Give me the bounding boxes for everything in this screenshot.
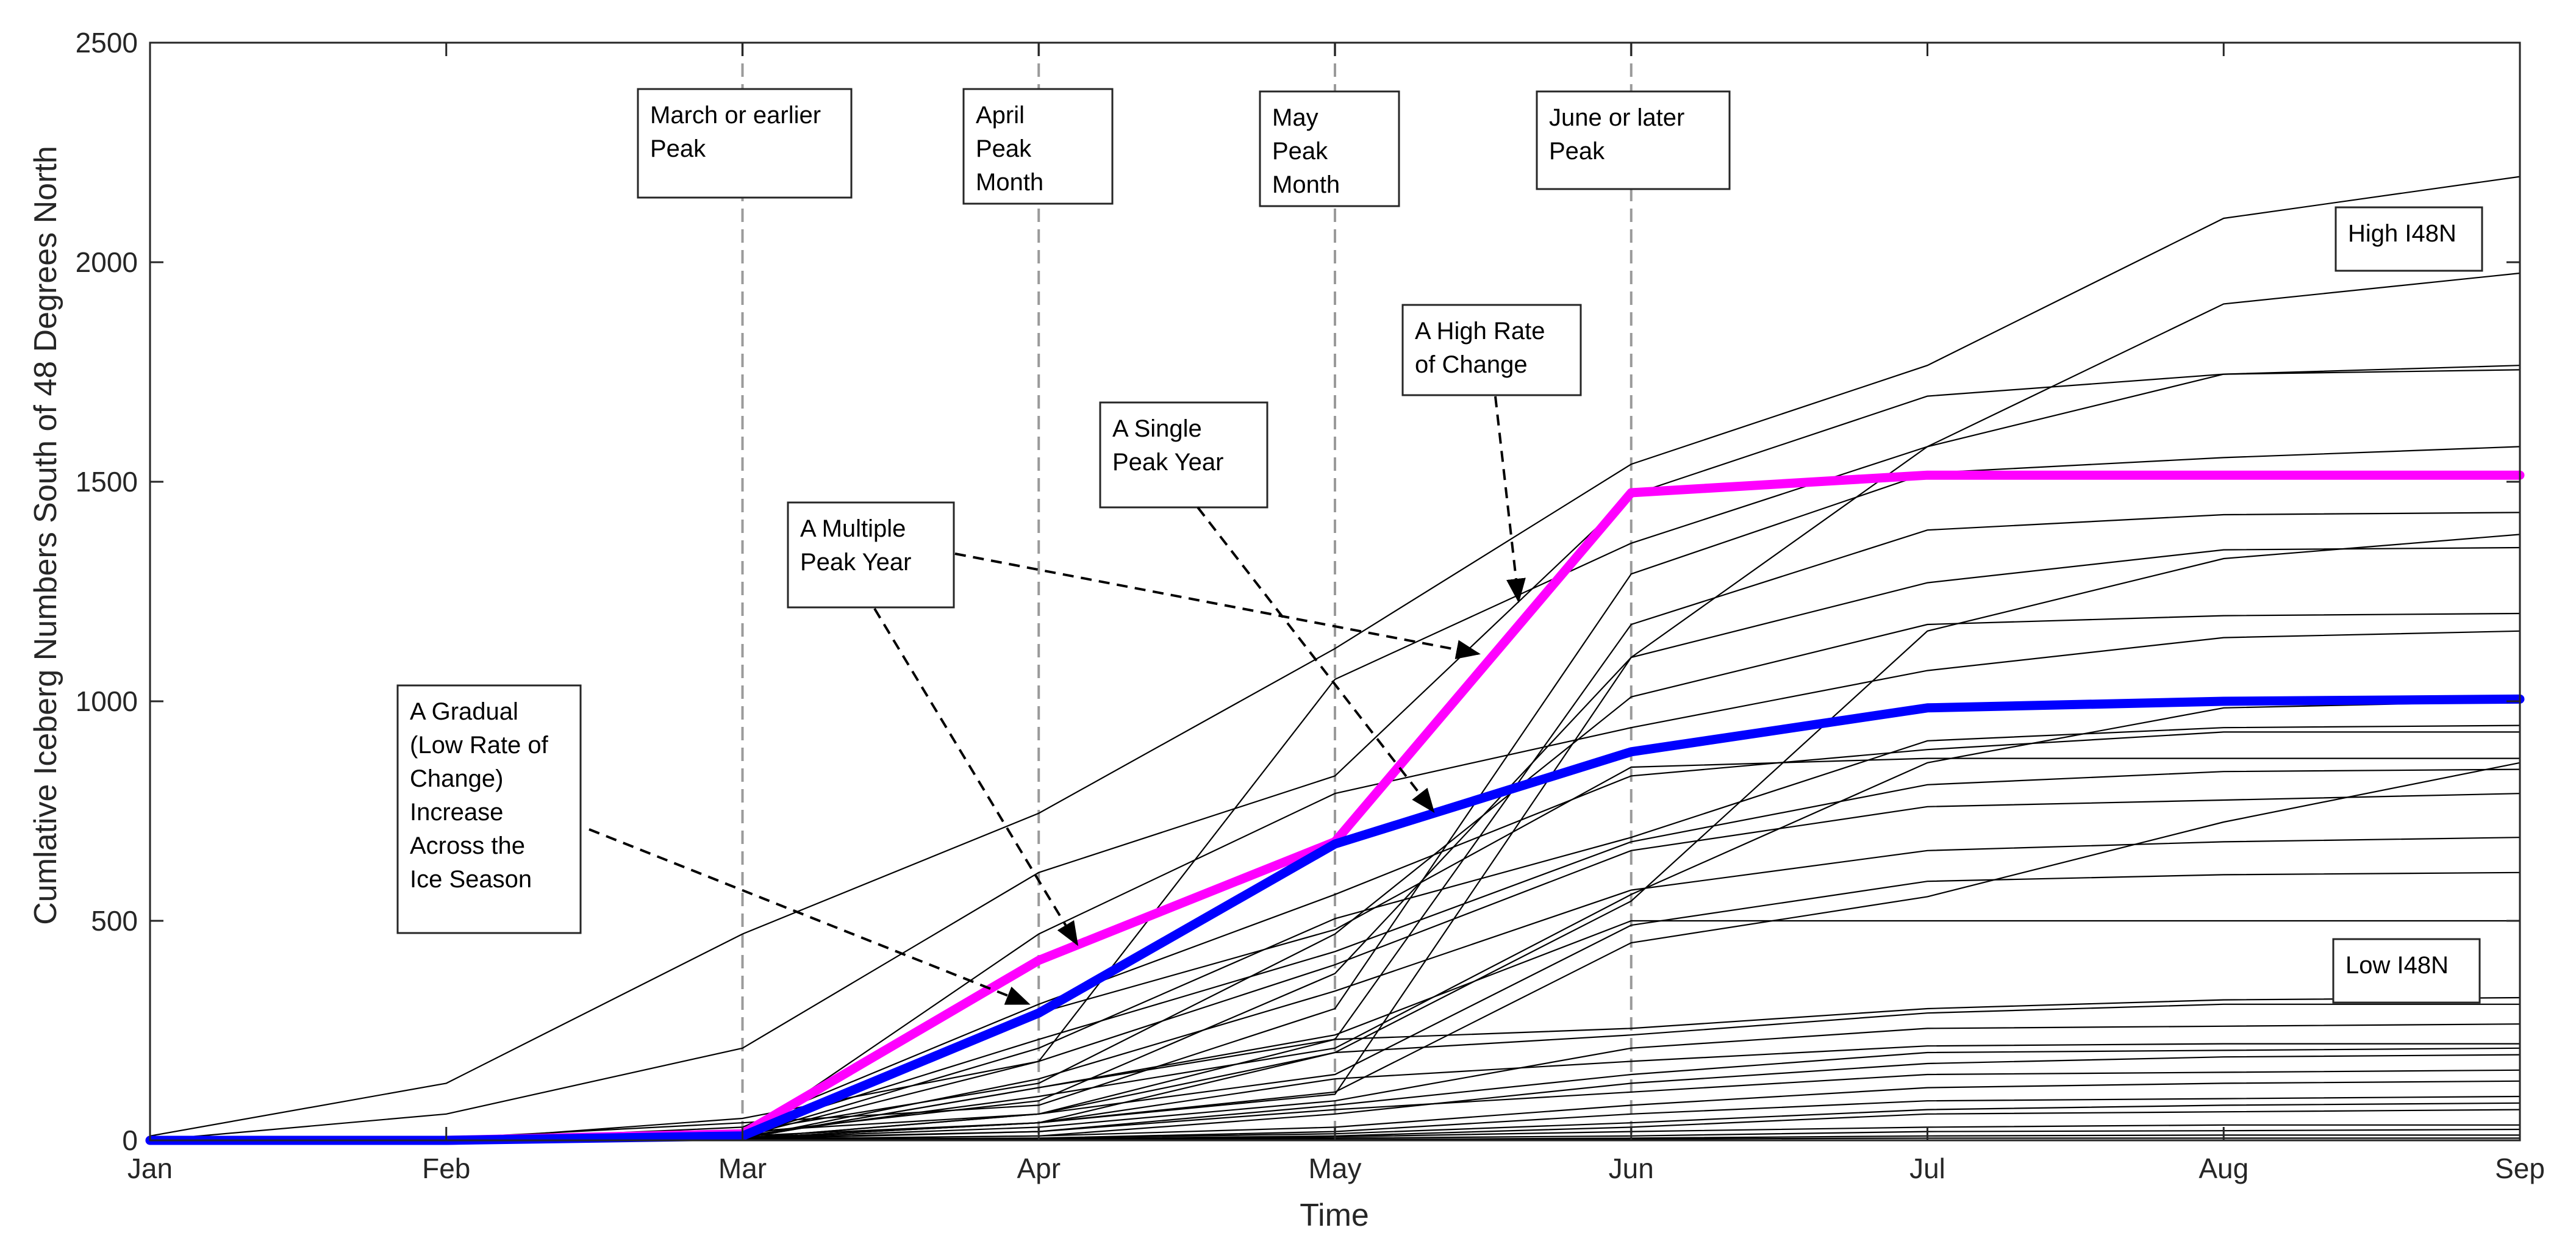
annotation-box-april-peak [962, 88, 1114, 205]
x-tick-label-mar: Mar [718, 1153, 767, 1184]
x-tick-label-jun: Jun [1609, 1153, 1654, 1184]
annotation-gradual: A Gradual (Low Rate of Change) Increase Acro… [396, 684, 1031, 1005]
x-tick-label-feb: Feb [422, 1153, 470, 1184]
annotation-text-april-peak-1: April [976, 102, 1025, 129]
series-line-4 [149, 446, 2521, 1142]
annotation-box-single-peak [1099, 401, 1268, 509]
annotation-box-high-rate [1401, 304, 1582, 396]
annotation-box-gradual [396, 684, 582, 934]
annotation-arrow-multiple-peak-2 [954, 552, 1481, 659]
annotation-march-peak: March or earlier Peak [637, 88, 853, 199]
annotation-box-high-i48n [2334, 206, 2483, 272]
annotation-arrow-multiple-peak-1 [873, 607, 1079, 946]
highlight-series [145, 470, 2525, 1145]
annotation-text-may-peak-2: Peak [1272, 138, 1328, 165]
x-tick-label-apr: Apr [1017, 1153, 1061, 1184]
annotation-text-multiple-peak-2: Peak Year [800, 549, 911, 576]
series-line-1 [149, 176, 2521, 1137]
y-tick-label-1000: 1000 [76, 685, 138, 717]
annotation-may-peak: May Peak Month [1259, 90, 1400, 207]
annotation-text-gradual-2: (Low Rate of [410, 732, 549, 759]
annotation-text-may-peak-1: May [1272, 104, 1318, 131]
annotation-text-low-i48n-1: Low I48N [2345, 952, 2449, 979]
annotation-single-peak: A Single Peak Year [1099, 401, 1435, 813]
annotation-text-june-peak-2: Peak [1549, 138, 1605, 165]
annotation-text-april-peak-2: Peak [976, 135, 1032, 162]
annotation-text-gradual-3: Change) [410, 765, 503, 792]
annotation-high-i48n: High I48N [2334, 206, 2483, 272]
annotation-june-peak: June or later Peak [1536, 90, 1731, 190]
annotation-box-march-peak [637, 88, 853, 199]
annotation-low-i48n: Low I48N [2332, 938, 2481, 1004]
annotation-text-march-peak-1: March or earlier [650, 102, 821, 129]
annotation-text-gradual-4: Increase [410, 799, 503, 826]
series-line-2 [149, 365, 2521, 1142]
annotation-text-gradual-6: Ice Season [410, 866, 532, 893]
x-tick-label-jan: Jan [127, 1153, 173, 1184]
annotation-arrow-high-rate-1 [1494, 396, 1526, 603]
x-tick-label-may: May [1309, 1153, 1362, 1184]
annotation-text-multiple-peak-1: A Multiple [800, 515, 906, 542]
annotation-text-single-peak-2: Peak Year [1112, 449, 1223, 476]
y-axis-title: Cumlative Iceberg Numbers South of 48 De… [28, 146, 63, 925]
annotation-text-single-peak-1: A Single [1112, 415, 1202, 442]
annotation-box-may-peak [1259, 90, 1400, 207]
annotation-text-may-peak-3: Month [1272, 171, 1340, 198]
annotation-text-high-rate-2: of Change [1415, 351, 1528, 378]
annotation-text-march-peak-2: Peak [650, 135, 706, 162]
annotation-april-peak: April Peak Month [962, 88, 1114, 205]
axes: Jan Feb Mar Apr May Jun Jul Aug Sep 0 500 1000 1500 2… [76, 27, 2545, 1184]
x-axis-title: Time [1300, 1198, 1369, 1233]
y-tick-label-0: 0 [122, 1124, 138, 1156]
y-tick-label-2000: 2000 [76, 246, 138, 278]
annotation-text-gradual-1: A Gradual [410, 698, 518, 725]
a-single-peak-year-line [145, 694, 2525, 1145]
annotation-text-june-peak-1: June or later [1549, 104, 1684, 131]
y-tick-label-1500: 1500 [76, 466, 138, 498]
annotation-multiple-peak: A Multiple Peak Year [787, 501, 1481, 946]
y-tick-label-500: 500 [91, 905, 138, 937]
annotation-text-high-i48n-1: High I48N [2348, 220, 2456, 247]
annotation-high-rate: A High Rate of Change [1401, 304, 1582, 603]
annotation-text-gradual-5: Across the [410, 832, 525, 859]
annotation-box-low-i48n [2332, 938, 2481, 1004]
annotation-box-multiple-peak [787, 501, 955, 609]
annotation-arrow-single-peak-1 [1197, 506, 1435, 813]
x-tick-label-sep: Sep [2495, 1153, 2545, 1184]
annotation-arrow-gradual-1 [589, 828, 1031, 1005]
annotation-text-high-rate-1: A High Rate [1415, 318, 1545, 345]
x-tick-label-jul: Jul [1909, 1153, 1945, 1184]
annotations: March or earlier Peak April Peak Month May Pea… [396, 88, 2483, 1005]
x-tick-label-aug: Aug [2199, 1153, 2249, 1184]
annotation-box-june-peak [1536, 90, 1731, 190]
y-tick-label-2500: 2500 [76, 27, 138, 59]
annotation-text-april-peak-3: Month [976, 169, 1043, 196]
